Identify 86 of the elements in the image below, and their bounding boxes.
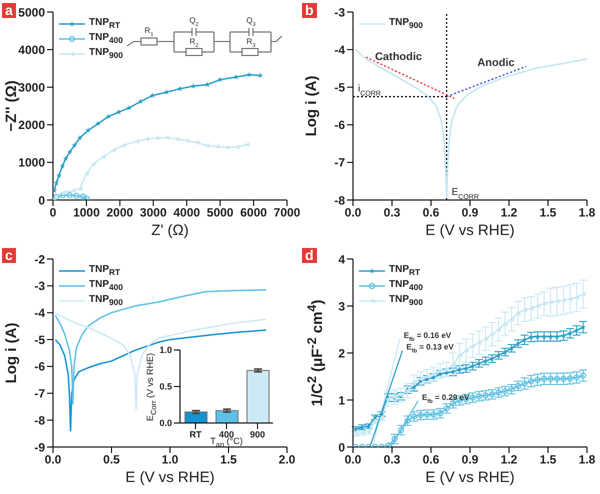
x-tick-label: 5000 [206, 206, 234, 220]
legend-label: TNP$_{RT}$ [89, 17, 120, 30]
x-tick-label: 0.5 [103, 452, 120, 467]
y-tick-label: -4 [34, 306, 46, 320]
y-tick-label: 3000 [18, 80, 46, 94]
y-axis-title: Log i (A) [3, 322, 20, 384]
y-tick-label: -7 [34, 386, 46, 401]
x-axis-title: Z' (Ω) [150, 222, 190, 239]
y-tick-label: -8 [34, 413, 46, 428]
x-tick-label: 0.0 [44, 452, 62, 467]
y-tick-label: 2 [338, 346, 346, 360]
legend-label: TNP$_{RT}$ [89, 264, 120, 277]
x-tick-label: 1.8 [578, 206, 596, 220]
x-tick-label: 1.2 [500, 206, 518, 220]
y-tick-label: 0 [38, 193, 46, 208]
x-axis-title: E (V vs RHE) [424, 222, 516, 239]
x-tick-label: 1.5 [540, 452, 557, 467]
x-tick-label: 1000 [73, 206, 100, 220]
annotation: Q$_{2}$ [189, 16, 199, 28]
annotation: E$_{fb}$ = 0.13 eV [406, 342, 454, 355]
x-tick-label: 1.8 [578, 452, 596, 467]
ref-line-label: E$_{CORR}$ [452, 187, 479, 200]
x-axis-title: E (V vs RHE) [124, 469, 216, 486]
legend-label: TNP$_{900}$ [89, 294, 123, 307]
x-tick-label: 0.3 [384, 206, 401, 220]
legend-label: TNP$_{400}$ [89, 279, 123, 292]
annotation: Cathodic [374, 51, 422, 64]
chart-title: d [302, 247, 317, 263]
y-tick-label: 3 [338, 299, 346, 314]
x-tick-label: 2000 [106, 206, 134, 220]
y-tick-label: -4 [334, 42, 346, 57]
x-tick-label: 1.5 [540, 206, 557, 220]
y-tick-label: -8 [334, 193, 346, 208]
y-tick-label: -7 [334, 156, 346, 170]
legend-label: TNP$_{400}$ [389, 279, 423, 292]
x-tick-label: 6000 [240, 206, 268, 220]
y-tick-label: 0.0 [159, 418, 172, 428]
y-tick-label: 0 [338, 440, 346, 454]
legend-label: TNP$_{900}$ [389, 17, 423, 30]
chart-title: b [302, 2, 317, 18]
y-tick-label: -2 [34, 252, 46, 266]
x-tick-label: 0.9 [462, 206, 479, 220]
y-tick-label: -6 [334, 118, 346, 132]
annotation: E$_{fb}$ = 0.16 eV [404, 330, 452, 343]
legend-label: TNP$_{900}$ [389, 294, 423, 307]
annotation: R$_{1}$ [144, 26, 154, 38]
x-axis-title: E (V vs RHE) [424, 469, 516, 486]
x-axis-title: T$_{an}$ (°C) [210, 436, 243, 449]
x-tick-label: 4000 [173, 206, 200, 220]
y-tick-label: 4 [338, 252, 346, 266]
annotation: R$_{2}$ [190, 37, 198, 49]
x-tick-label: 0.9 [462, 452, 479, 467]
x-tick-label: 0.6 [422, 206, 440, 220]
y-tick-label: 2000 [18, 118, 46, 132]
x-tick-label: 7000 [274, 206, 301, 220]
y-tick-label: 1.0 [159, 345, 172, 356]
annotation: R$_{3}$ [246, 37, 256, 49]
chart-title: a [2, 2, 16, 18]
chart-title: c [2, 247, 16, 263]
y-tick-label: 1 [338, 393, 346, 408]
legend-label: TNP$_{RT}$ [389, 264, 420, 277]
y-tick-label: 1000 [18, 156, 46, 170]
y-tick-label: -5 [334, 80, 346, 94]
y-tick-label: -5 [34, 332, 46, 347]
legend-label: TNP$_{400}$ [89, 32, 123, 45]
ref-line-label: i$_{CORR}$ [358, 84, 381, 98]
x-tick-label: 2.0 [278, 452, 296, 467]
x-tick-label: 1.5 [220, 452, 238, 467]
x-tick-label: 0.3 [384, 452, 401, 467]
x-tick-label: 1.2 [500, 452, 518, 467]
annotation: Q$_{3}$ [246, 16, 256, 28]
y-tick-label: -3 [334, 5, 346, 20]
y-axis-title: Log i (A) [303, 76, 320, 136]
y-tick-label: -6 [34, 360, 46, 374]
y-tick-label: 0.5 [159, 382, 172, 392]
y-tick-label: -3 [34, 279, 46, 294]
x-tick-label: 0 [50, 206, 57, 220]
y-axis-title: −Z'' (Ω) [3, 80, 20, 132]
annotation: Anodic [477, 56, 515, 69]
legend-label: TNP$_{900}$ [89, 47, 123, 60]
x-tick-label: 0.6 [422, 452, 440, 467]
y-tick-label: 4000 [18, 42, 46, 57]
y-tick-label: -9 [34, 440, 46, 454]
y-tick-label: 5000 [18, 5, 46, 20]
x-tick-label: RT [190, 429, 202, 440]
x-tick-label: 900 [250, 429, 266, 440]
